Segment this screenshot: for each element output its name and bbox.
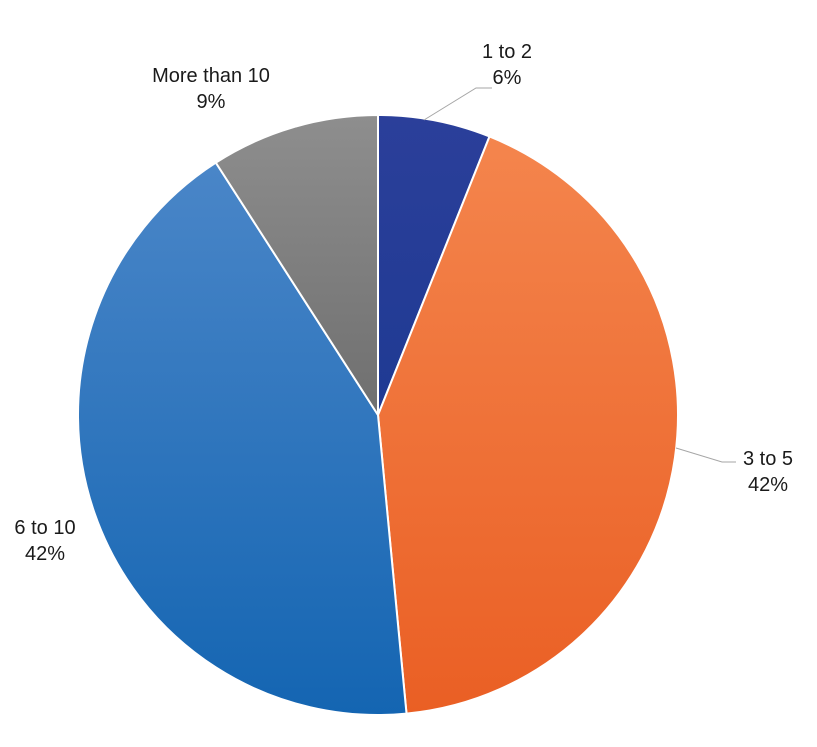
slice-label-6-to-10: 6 to 10 [14, 517, 75, 539]
slice-value-label-3-to-5: 42% [748, 474, 788, 496]
slice-value-label-more-than-10: 9% [197, 91, 226, 113]
pie-slices [76, 114, 680, 717]
leader-line-1-to-2 [423, 87, 492, 121]
pie-slice-more-than-10 [214, 114, 379, 416]
pie-slice-6-to-10 [76, 161, 408, 717]
slice-label-3-to-5: 3 to 5 [743, 448, 793, 470]
pie-slice-3-to-5 [377, 135, 680, 715]
leader-lines [423, 87, 736, 463]
slice-label-more-than-10: More than 10 [152, 65, 270, 87]
leader-line-3-to-5 [675, 447, 736, 463]
slice-value-label-6-to-10: 42% [25, 543, 65, 565]
data-labels: 1 to 2 6% 3 to 5 42% 6 to 10 42% More than 10 9… [14, 41, 793, 565]
slice-label-1-to-2: 1 to 2 [482, 41, 532, 63]
slice-value-label-1-to-2: 6% [493, 67, 522, 89]
